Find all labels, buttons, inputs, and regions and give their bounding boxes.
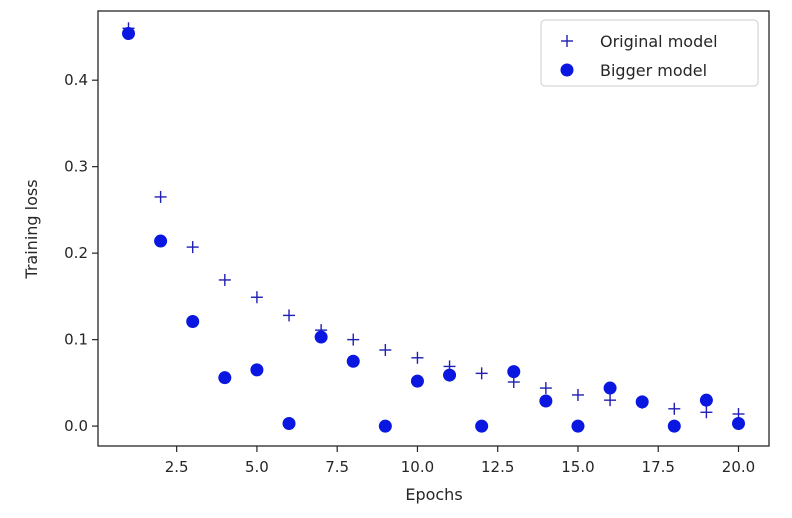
data-point-circle	[154, 234, 168, 248]
legend-marker-bigger-model	[560, 63, 574, 77]
data-point-plus	[154, 190, 167, 203]
x-axis-ticks: 2.5 5.0 7.5 10.0 12.5 15.0 17.5 20.0	[165, 446, 755, 476]
x-tick-label: 5.0	[245, 458, 269, 476]
data-point-circle	[667, 419, 681, 433]
y-tick-label: 0.1	[64, 331, 88, 349]
data-point-plus	[347, 333, 360, 346]
data-point-plus	[604, 394, 617, 407]
data-point-plus	[186, 241, 199, 254]
data-point-plus	[379, 344, 392, 357]
data-point-plus	[250, 291, 263, 304]
legend-label-original-model: Original model	[600, 32, 718, 51]
x-tick-label: 17.5	[642, 458, 675, 476]
data-point-circle	[732, 417, 745, 431]
x-axis-label: Epochs	[405, 485, 462, 504]
data-point-plus	[283, 309, 296, 322]
data-point-circle	[122, 26, 135, 40]
data-point-plus	[218, 273, 231, 286]
data-point-circle	[507, 365, 521, 379]
data-series	[122, 22, 745, 433]
series-bigger-model	[122, 26, 745, 433]
x-tick-label: 2.5	[165, 458, 189, 476]
legend-label-bigger-model: Bigger model	[600, 61, 707, 80]
data-point-circle	[410, 374, 424, 388]
data-point-circle	[314, 330, 328, 344]
data-point-circle	[218, 371, 232, 385]
legend: Original model Bigger model	[540, 19, 759, 87]
y-tick-label: 0.0	[64, 417, 88, 435]
x-tick-label: 15.0	[561, 458, 594, 476]
legend-frame	[540, 19, 759, 87]
data-point-circle	[699, 393, 713, 407]
data-point-plus	[475, 367, 488, 380]
x-tick-label: 20.0	[722, 458, 755, 476]
y-tick-label: 0.4	[64, 71, 88, 89]
data-point-plus	[539, 382, 552, 395]
y-tick-label: 0.3	[64, 158, 88, 176]
data-point-circle	[475, 419, 489, 433]
data-point-circle	[186, 314, 200, 328]
x-tick-label: 7.5	[325, 458, 349, 476]
data-point-plus	[668, 402, 681, 415]
data-point-circle	[282, 417, 296, 431]
data-point-plus	[700, 406, 713, 419]
x-tick-label: 10.0	[401, 458, 434, 476]
y-axis-label: Training loss	[22, 179, 41, 279]
data-point-plus	[411, 351, 424, 364]
legend-circle-icon	[560, 63, 574, 77]
legend-plus-icon	[561, 35, 573, 47]
data-point-circle	[539, 394, 553, 408]
data-point-circle	[378, 419, 392, 433]
y-tick-label: 0.2	[64, 244, 88, 262]
legend-marker-original-model	[561, 35, 573, 47]
data-point-circle	[346, 354, 360, 368]
data-point-plus	[571, 388, 584, 401]
data-point-circle	[635, 395, 649, 409]
y-axis-ticks: 0.0 0.1 0.2 0.3 0.4	[64, 71, 98, 435]
x-tick-label: 12.5	[481, 458, 514, 476]
data-point-circle	[443, 368, 457, 382]
data-point-circle	[571, 419, 585, 433]
data-point-circle	[250, 363, 264, 377]
data-point-circle	[603, 381, 617, 395]
